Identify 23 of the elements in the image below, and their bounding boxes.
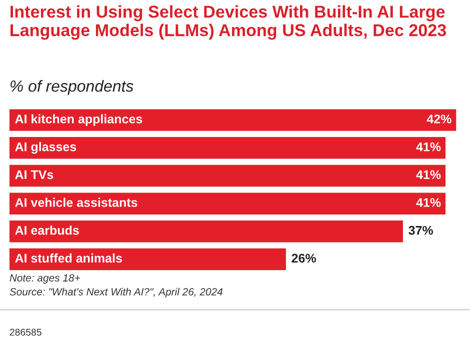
text: Note: ages 18+ bbox=[10, 274, 80, 284]
data-label: 42% bbox=[426, 114, 452, 124]
bar bbox=[9, 109, 456, 131]
chart-title: Interest in Using Select Devices With Built-In AI Large Language Models (LLMs) Among US Adults, Dec 2023 bbox=[10, 5, 446, 40]
y-tick-label: AI kitchen appliances bbox=[15, 114, 142, 126]
data-label: 26% bbox=[292, 254, 316, 263]
bar bbox=[9, 137, 446, 159]
y-tick-label: AI stuffed animals bbox=[15, 253, 122, 263]
text: 286585 bbox=[10, 328, 42, 336]
y-tick-label: AI earbuds bbox=[15, 226, 79, 235]
y-tick-label: AI TVs bbox=[15, 170, 54, 180]
bar bbox=[9, 164, 446, 187]
y-tick-label: AI glasses bbox=[15, 142, 76, 154]
data-label: 41% bbox=[416, 198, 441, 207]
chart-subtitle: % of respondents bbox=[10, 80, 134, 95]
bar bbox=[9, 220, 403, 242]
data-label: 37% bbox=[408, 226, 433, 235]
y-tick-label: AI vehicle assistants bbox=[15, 198, 138, 207]
data-label: 41% bbox=[416, 170, 441, 180]
bar bbox=[9, 248, 286, 270]
source-note: Source: "What's Next With AI?", April 26, 2024 bbox=[10, 288, 222, 298]
data-label: 41% bbox=[416, 142, 441, 152]
bar bbox=[9, 192, 446, 214]
